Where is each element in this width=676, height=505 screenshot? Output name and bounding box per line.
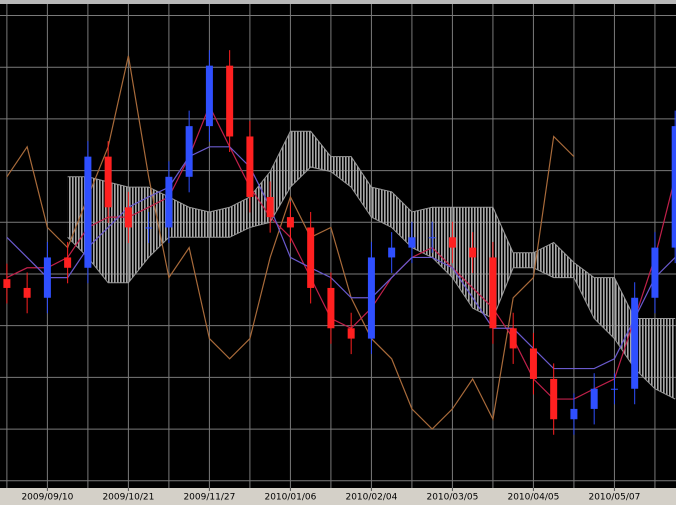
candle-body — [205, 65, 213, 127]
x-tick-label: 2010/04/05 — [507, 493, 559, 503]
candle-body — [469, 247, 477, 258]
candle-body — [165, 176, 173, 228]
x-tick-label: 2010/01/06 — [264, 493, 316, 503]
x-tick-label: 2009/09/10 — [21, 493, 73, 503]
candle-body — [246, 136, 254, 197]
candle-body — [185, 126, 193, 177]
candle-body — [570, 408, 578, 420]
candle-body — [367, 257, 375, 339]
candle-body — [327, 287, 335, 329]
candle-body — [388, 247, 396, 258]
x-tick-label: 2009/10/21 — [102, 493, 154, 503]
candle-body — [23, 287, 31, 298]
cloud-fill — [67, 131, 676, 400]
candle-body — [307, 227, 315, 288]
lines — [6, 55, 676, 430]
candle-body — [631, 297, 639, 389]
candle-body — [448, 237, 456, 248]
candle-body — [509, 328, 517, 349]
candle-body — [489, 257, 497, 329]
candle-body — [286, 217, 294, 228]
candle-body — [347, 328, 355, 339]
candles — [3, 50, 676, 435]
candle-body — [590, 388, 598, 409]
candle-body — [43, 257, 51, 298]
top-border — [0, 0, 676, 4]
candle-body — [104, 156, 112, 208]
candle-body — [529, 348, 537, 379]
candle-body — [64, 257, 72, 268]
candle-body — [671, 126, 676, 248]
indicator-line — [6, 146, 676, 370]
candle-body — [408, 237, 416, 248]
candle-body — [84, 156, 92, 268]
x-tick-label: 2009/11/27 — [183, 493, 235, 503]
x-tick-label: 2010/05/07 — [588, 493, 640, 503]
candle-body — [3, 279, 11, 288]
x-axis-band — [0, 488, 676, 505]
candle-body — [428, 237, 436, 239]
x-tick-label: 2010/03/05 — [426, 493, 478, 503]
candle-body — [610, 388, 618, 390]
x-axis: 2009/09/10 2009/10/21 2009/11/27 2010/01/06… — [21, 488, 640, 503]
x-tick-label: 2010/02/04 — [345, 493, 397, 503]
candle-body — [124, 207, 132, 228]
candle-body — [651, 247, 659, 298]
candle-body — [550, 378, 558, 420]
candle-body — [266, 196, 274, 218]
candle-body — [226, 65, 234, 137]
indicator-line — [6, 55, 575, 430]
candle-body — [145, 227, 153, 229]
